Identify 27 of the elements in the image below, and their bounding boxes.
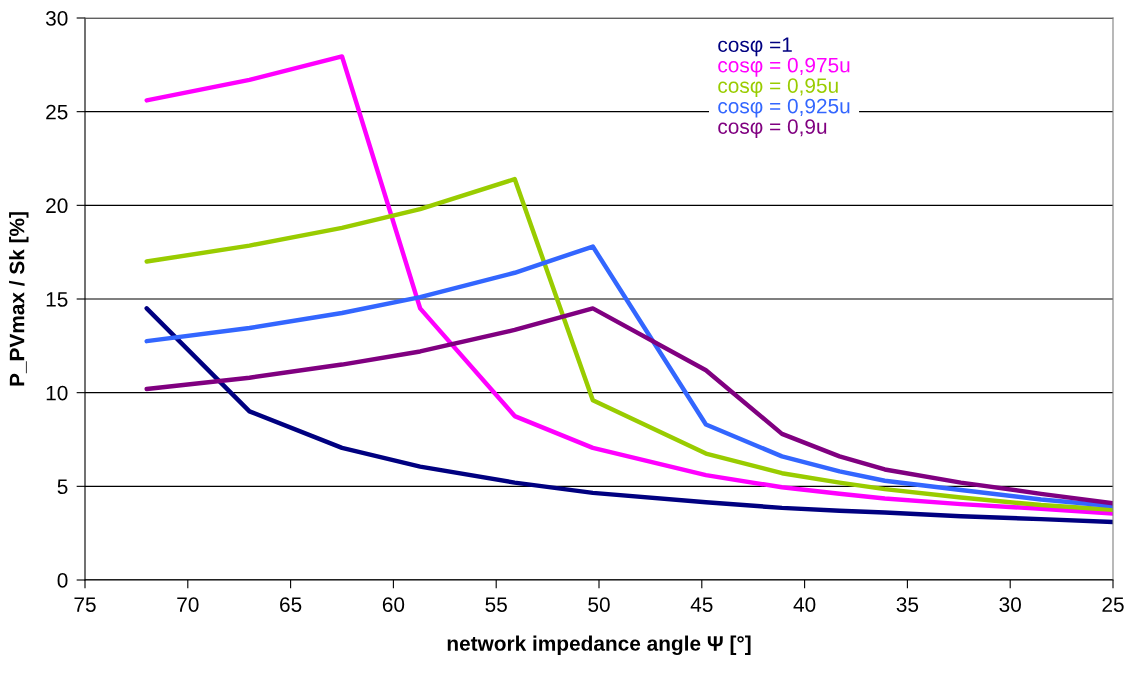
x-tick-label: 25 (1102, 597, 1124, 612)
y-tick-label: 10 (46, 385, 68, 401)
y-tick-label: 5 (57, 479, 68, 495)
text: cosφ =1 (718, 37, 792, 57)
y-axis-title: P_PVmax / Sk [%] (9, 212, 29, 386)
text: cosφ = 0,9u (718, 119, 827, 139)
x-tick-label: 60 (382, 597, 405, 612)
x-tick-label: 30 (999, 597, 1021, 612)
line-series (144, 176, 1113, 512)
x-tick-label: 35 (896, 597, 919, 612)
text: cosφ = 0,95u (718, 78, 838, 98)
x-tick-label: 70 (177, 597, 199, 612)
x-tick-label: 40 (793, 597, 816, 612)
y-tick-label: 30 (45, 11, 68, 26)
x-tick-label: 65 (280, 597, 302, 612)
y-tick-label: 15 (46, 292, 68, 307)
x-tick-label: 55 (485, 597, 507, 612)
text: cosφ = 0,975u (718, 57, 850, 77)
x-tick-label: 75 (74, 597, 96, 612)
x-tick-label: 50 (588, 597, 610, 612)
x-axis-title: network impedance angle Ψ [°] (447, 635, 751, 656)
text: cosφ = 0,925u (718, 98, 850, 118)
y-tick-label: 25 (46, 104, 68, 120)
x-tick-label: 45 (690, 597, 713, 612)
y-tick-label: 20 (46, 198, 68, 214)
line-series (144, 244, 1113, 509)
y-tick-label: 0 (57, 573, 68, 588)
